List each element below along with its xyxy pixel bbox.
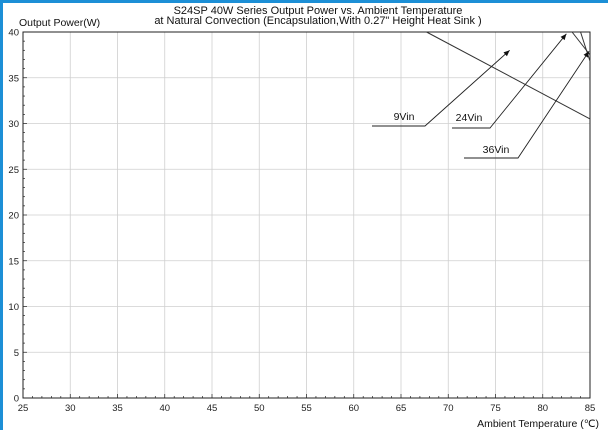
- series-label-36vin: 36Vin: [483, 144, 510, 156]
- series-line-36vin: [580, 31, 591, 62]
- chart-title: S24SP 40W Series Output Power vs. Ambien…: [174, 5, 463, 17]
- x-axis-label: Ambient Temperature (℃): [477, 418, 599, 430]
- y-tick-label: 30: [8, 119, 19, 130]
- series-line-9vin: [426, 31, 591, 120]
- leader-line-9vin: [372, 49, 510, 127]
- y-tick-label: 5: [14, 348, 19, 359]
- x-tick-label: 75: [490, 403, 501, 414]
- x-tick-label: 85: [585, 403, 596, 414]
- y-tick-label: 10: [8, 302, 19, 313]
- series-label-9vin: 9Vin: [394, 111, 415, 123]
- series-annotations: 9Vin 24Vin 36Vin: [372, 33, 590, 159]
- arrowhead-24vin: [560, 33, 567, 41]
- x-tick-label: 60: [348, 403, 359, 414]
- window-top-border: [0, 0, 608, 3]
- leader-line-24vin: [452, 33, 567, 129]
- y-tick-label: 25: [8, 165, 19, 176]
- y-tick-label: 15: [8, 256, 19, 267]
- series-lines: [426, 31, 591, 120]
- arrowhead-9vin: [503, 50, 510, 57]
- x-tick-label: 70: [443, 403, 454, 414]
- series-label-24vin: 24Vin: [456, 112, 483, 124]
- y-tick-label: 20: [8, 211, 19, 222]
- y-tick-label: 40: [8, 28, 19, 39]
- minor-ticks: [22, 31, 591, 399]
- x-tick-label: 30: [65, 403, 76, 414]
- x-tick-label: 45: [207, 403, 218, 414]
- arrowhead-36vin: [583, 51, 590, 58]
- chart-subtitle: at Natural Convection (Encapsulation,Wit…: [154, 15, 481, 27]
- x-tick-labels: 25 30 35 40 45 50 55 60 65 70 75 80 85: [18, 403, 596, 414]
- y-tick-labels: 0 5 10 15 20 25 30 35 40: [8, 28, 19, 405]
- y-tick-label: 0: [14, 394, 19, 405]
- grid: [22, 31, 591, 399]
- x-tick-label: 55: [301, 403, 312, 414]
- x-tick-label: 25: [18, 403, 29, 414]
- window-left-border: [0, 0, 3, 430]
- x-tick-label: 35: [112, 403, 123, 414]
- y-tick-label: 35: [8, 73, 19, 84]
- x-tick-label: 50: [254, 403, 265, 414]
- x-tick-label: 40: [159, 403, 170, 414]
- x-tick-label: 65: [396, 403, 407, 414]
- leader-line-36vin: [464, 50, 590, 159]
- y-axis-label: Output Power(W): [19, 17, 100, 29]
- x-tick-label: 80: [537, 403, 548, 414]
